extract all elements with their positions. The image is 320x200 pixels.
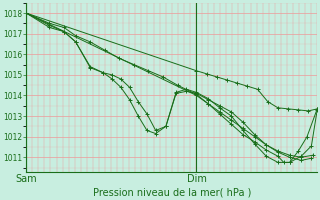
X-axis label: Pression niveau de la mer( hPa ): Pression niveau de la mer( hPa ) — [92, 187, 251, 197]
